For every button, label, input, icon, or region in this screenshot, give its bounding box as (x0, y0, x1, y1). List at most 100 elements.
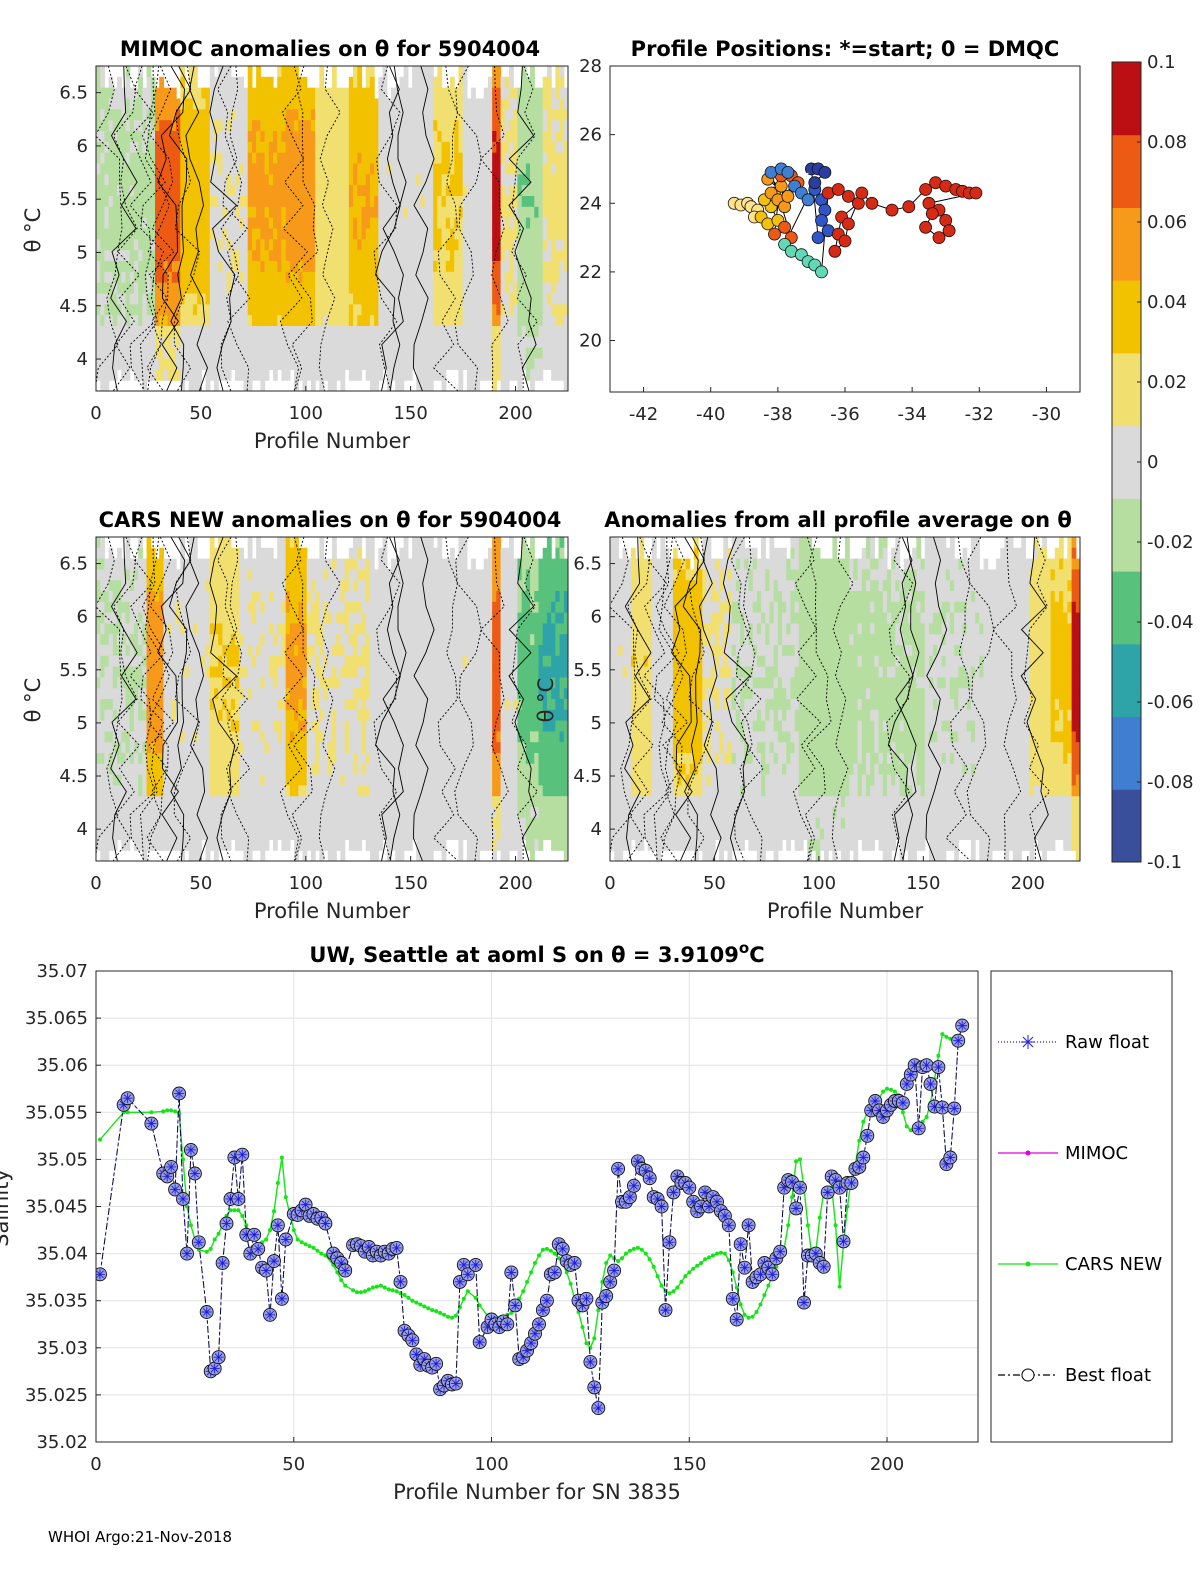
mimoc-heat-cell (437, 228, 443, 240)
mimoc-heat-cell (424, 141, 430, 154)
mimoc-heat-cell (555, 66, 561, 78)
cars-heat-cell (235, 796, 240, 808)
cars-heat-cell (180, 580, 186, 592)
mimoc-heat-cell (142, 326, 148, 338)
mimoc-heat-cell (479, 271, 485, 284)
cars-heat-cell (319, 850, 325, 861)
mimoc-heat-cell (433, 131, 438, 143)
mimoc-heat-cell (146, 185, 152, 197)
mimoc-heat-cell (525, 206, 531, 219)
mimoc-heat-cell (146, 87, 152, 100)
cars-heat-cell (214, 742, 219, 754)
mimoc-heat-cell (466, 326, 472, 338)
mimoc-heat-cell (344, 98, 350, 110)
cars-heat-cell (230, 580, 236, 592)
mimoc-heat-cell (542, 217, 548, 230)
mimoc-heat-cell (96, 87, 101, 100)
mimoc-heat-cell (285, 304, 291, 316)
mimoc-heat-cell (471, 380, 476, 391)
mimoc-heat-cell (428, 109, 434, 121)
mimoc-heat-cell (428, 87, 434, 100)
mimoc-heat-cell (399, 228, 405, 240)
mimoc-heat-cell (483, 141, 489, 154)
cars-heat-cell (247, 601, 253, 614)
mimoc-heat-cell (302, 347, 308, 360)
cars-heat-cell (306, 763, 312, 776)
mimoc-heat-cell (146, 98, 152, 110)
mimoc-heat-cell (428, 163, 434, 175)
mimoc-heat-cell (209, 120, 215, 132)
mimoc-heat-cell (504, 369, 510, 381)
mimoc-heat-cell (192, 206, 198, 219)
cars-heat-cell (315, 645, 320, 657)
mimoc-heat-cell (201, 141, 207, 154)
cars-heat-cell (344, 720, 350, 732)
mimoc-heat-cell (176, 336, 181, 349)
mimoc-heat-cell (336, 196, 342, 208)
mimoc-heat-cell (184, 206, 190, 219)
mimoc-heat-cell (391, 109, 396, 121)
cars-heat-cell (125, 774, 131, 786)
cars-heat-cell (323, 580, 329, 592)
mimoc-heat-cell (509, 141, 514, 154)
cars-heat-cell (323, 774, 329, 786)
mimoc-heat-cell (450, 217, 455, 230)
mimoc-heat-cell (100, 315, 106, 327)
mimoc-heat-cell (509, 131, 514, 143)
cars-heat-cell (96, 537, 101, 549)
cars-heat-cell (302, 645, 308, 657)
mimoc-heat-cell (298, 217, 304, 230)
mimoc-heat-cell (323, 163, 329, 175)
mimoc-heat-cell (412, 315, 417, 327)
cars-heat-cell (197, 807, 202, 819)
mimoc-heat-cell (289, 196, 295, 208)
mimoc-heat-cell (454, 261, 460, 273)
mimoc-heat-cell (138, 239, 143, 251)
mimoc-heat-cell (546, 120, 552, 132)
cars-heat-cell (100, 850, 106, 861)
mimoc-heat-cell (353, 141, 358, 154)
mimoc-heat-cell (273, 131, 278, 143)
mimoc-heat-cell (386, 271, 392, 284)
cars-heat-cell (142, 839, 148, 851)
cars-heat-cell (340, 796, 346, 808)
mimoc-heat-cell (344, 239, 350, 251)
mimoc-heat-cell (555, 369, 561, 381)
mimoc-heat-cell (214, 293, 219, 305)
mimoc-heat-cell (538, 239, 544, 251)
mimoc-heat-cell (479, 141, 485, 154)
cars-heat-cell (277, 688, 283, 700)
mimoc-heat-cell (353, 261, 358, 273)
mimoc-heat-cell (129, 239, 135, 251)
mimoc-heat-cell (273, 152, 278, 165)
cars-heat-cell (226, 634, 232, 646)
mimoc-heat-cell (403, 131, 409, 143)
cars-heat-cell (310, 785, 316, 797)
mimoc-heat-cell (205, 261, 211, 273)
mimoc-heat-cell (483, 228, 489, 240)
mimoc-heat-cell (399, 282, 405, 295)
mimoc-heat-cell (458, 206, 464, 219)
cars-heat-cell (108, 699, 114, 711)
mimoc-heat-cell (563, 304, 568, 316)
mimoc-heat-cell (340, 239, 346, 251)
mimoc-heat-cell (163, 347, 169, 360)
positions-title: Profile Positions: *=start; 0 = DMQC (631, 37, 1060, 61)
mimoc-heat-cell (184, 196, 190, 208)
mimoc-heat-cell (129, 347, 135, 360)
mimoc-heat-cell (496, 326, 502, 338)
mimoc-heat-cell (357, 358, 363, 370)
mimoc-heat-cell (163, 304, 169, 316)
mimoc-heat-cell (180, 206, 186, 219)
mimoc-heat-cell (146, 152, 152, 165)
mimoc-heat-cell (458, 250, 464, 262)
cars-heat-cell (197, 645, 202, 657)
mimoc-heat-cell (256, 369, 261, 381)
mimoc-heat-cell (462, 76, 468, 89)
mimoc-heat-cell (260, 326, 266, 338)
mimoc-heat-cell (437, 206, 443, 219)
mimoc-heat-cell (466, 369, 472, 381)
mimoc-heat-cell (256, 282, 261, 295)
cars-heat-cell (298, 699, 304, 711)
mimoc-heat-cell (235, 109, 240, 121)
